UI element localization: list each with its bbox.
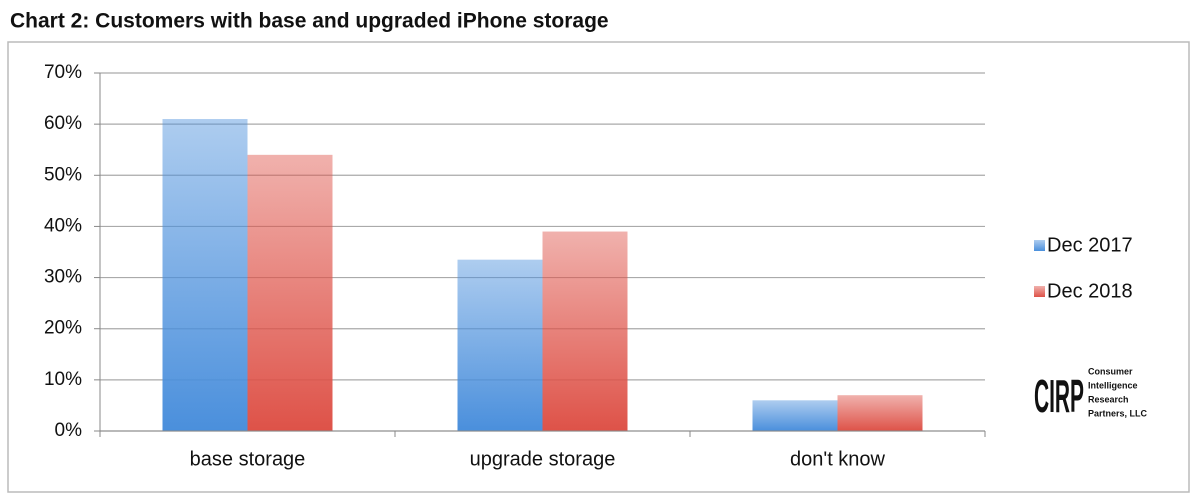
x-tick-label: upgrade storage: [470, 448, 616, 470]
logo-mark: CIRP: [1034, 370, 1084, 422]
y-tick-label: 10%: [44, 369, 82, 390]
logo-text: Consumer: [1088, 366, 1133, 376]
y-tick-label: 0%: [55, 420, 83, 441]
y-tick-label: 70%: [44, 62, 82, 83]
y-tick-label: 40%: [44, 215, 82, 236]
bar: [162, 119, 248, 432]
chart-frame: [7, 41, 1190, 493]
y-tick-label: 60%: [44, 113, 82, 134]
logo-text: Partners, LLC: [1088, 408, 1148, 418]
y-tick-label: 50%: [44, 164, 82, 185]
chart-title: Chart 2: Customers with base and upgrade…: [10, 10, 609, 33]
bar: [247, 154, 333, 432]
logo-text: Intelligence: [1088, 380, 1138, 390]
x-tick-label: don't know: [790, 448, 886, 470]
bar: [457, 259, 543, 431]
legend-swatch: [1034, 240, 1045, 251]
x-tick-label: base storage: [190, 448, 306, 470]
logo-text: Research: [1088, 394, 1129, 404]
y-tick-label: 30%: [44, 267, 82, 288]
legend-label: Dec 2017: [1047, 234, 1133, 256]
legend-swatch: [1034, 286, 1045, 297]
bar: [837, 395, 923, 431]
y-tick-label: 20%: [44, 318, 82, 339]
bar: [752, 400, 838, 431]
legend-label: Dec 2018: [1047, 280, 1133, 302]
bar: [542, 231, 628, 431]
